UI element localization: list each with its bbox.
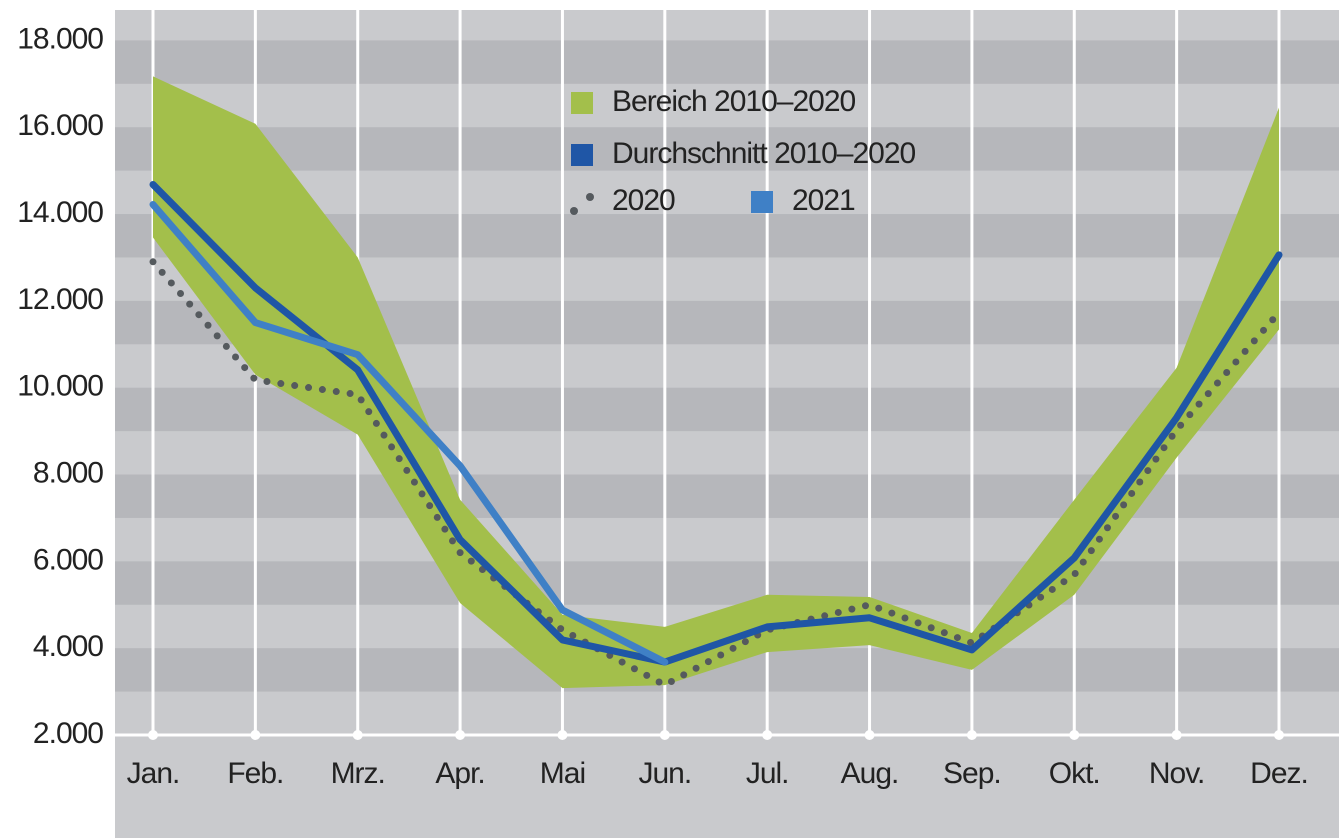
- tick-dot: [762, 730, 773, 740]
- legend-swatch: [570, 207, 578, 215]
- legend-swatch: [751, 191, 773, 213]
- legend-swatch: [571, 92, 593, 114]
- x-tick-label: Nov.: [1149, 757, 1204, 790]
- tick-dot: [864, 730, 875, 740]
- y-tick-label: 6.000: [33, 543, 103, 576]
- legend-label: Durchschnitt 2010–2020: [612, 137, 916, 170]
- y-tick-label: 4.000: [33, 630, 103, 663]
- tick-dot: [250, 730, 261, 740]
- tick-dot: [659, 730, 670, 740]
- y-tick-label: 12.000: [17, 283, 103, 316]
- tick-dot: [557, 730, 568, 740]
- x-tick-label: Jun.: [638, 757, 691, 790]
- x-tick-label: Apr.: [435, 757, 484, 790]
- x-tick-label: Feb.: [227, 757, 283, 790]
- y-tick-label: 14.000: [17, 196, 103, 229]
- stripe: [115, 40, 1339, 84]
- x-tick-label: Mai: [540, 757, 585, 790]
- x-tick-label: Mrz.: [331, 757, 385, 790]
- line-series: [149, 200, 669, 666]
- tick-dot: [1274, 730, 1284, 740]
- y-tick-label: 16.000: [17, 109, 103, 142]
- tick-dot: [148, 730, 158, 740]
- y-tick-label: 2.000: [33, 717, 103, 750]
- x-tick-label: Aug.: [841, 757, 899, 790]
- legend-swatch: [571, 144, 593, 166]
- stripe: [115, 561, 1339, 605]
- x-tick-label: Okt.: [1049, 757, 1100, 790]
- range-band: [153, 76, 1279, 689]
- tick-dot: [352, 730, 363, 740]
- stripe: [115, 127, 1339, 171]
- x-tick-label: Jan.: [127, 757, 180, 790]
- y-tick-label: 10.000: [17, 370, 103, 403]
- tick-dot: [1171, 730, 1182, 740]
- tick-dot: [1069, 730, 1080, 740]
- y-tick-label: 8.000: [33, 456, 103, 489]
- x-tick-label: Dez.: [1250, 757, 1308, 790]
- y-tick-label: 18.000: [17, 22, 103, 55]
- tick-dot: [455, 730, 466, 740]
- legend-swatch: [586, 193, 594, 201]
- legend-label: 2021: [792, 184, 855, 217]
- legend-label: 2020: [612, 184, 675, 217]
- legend-label: Bereich 2010–2020: [612, 85, 856, 118]
- x-tick-label: Sep.: [943, 757, 1001, 790]
- line-series: [149, 258, 1283, 689]
- x-tick-label: Jul.: [746, 757, 789, 790]
- tick-dot: [966, 730, 977, 740]
- line-series: [149, 181, 1283, 666]
